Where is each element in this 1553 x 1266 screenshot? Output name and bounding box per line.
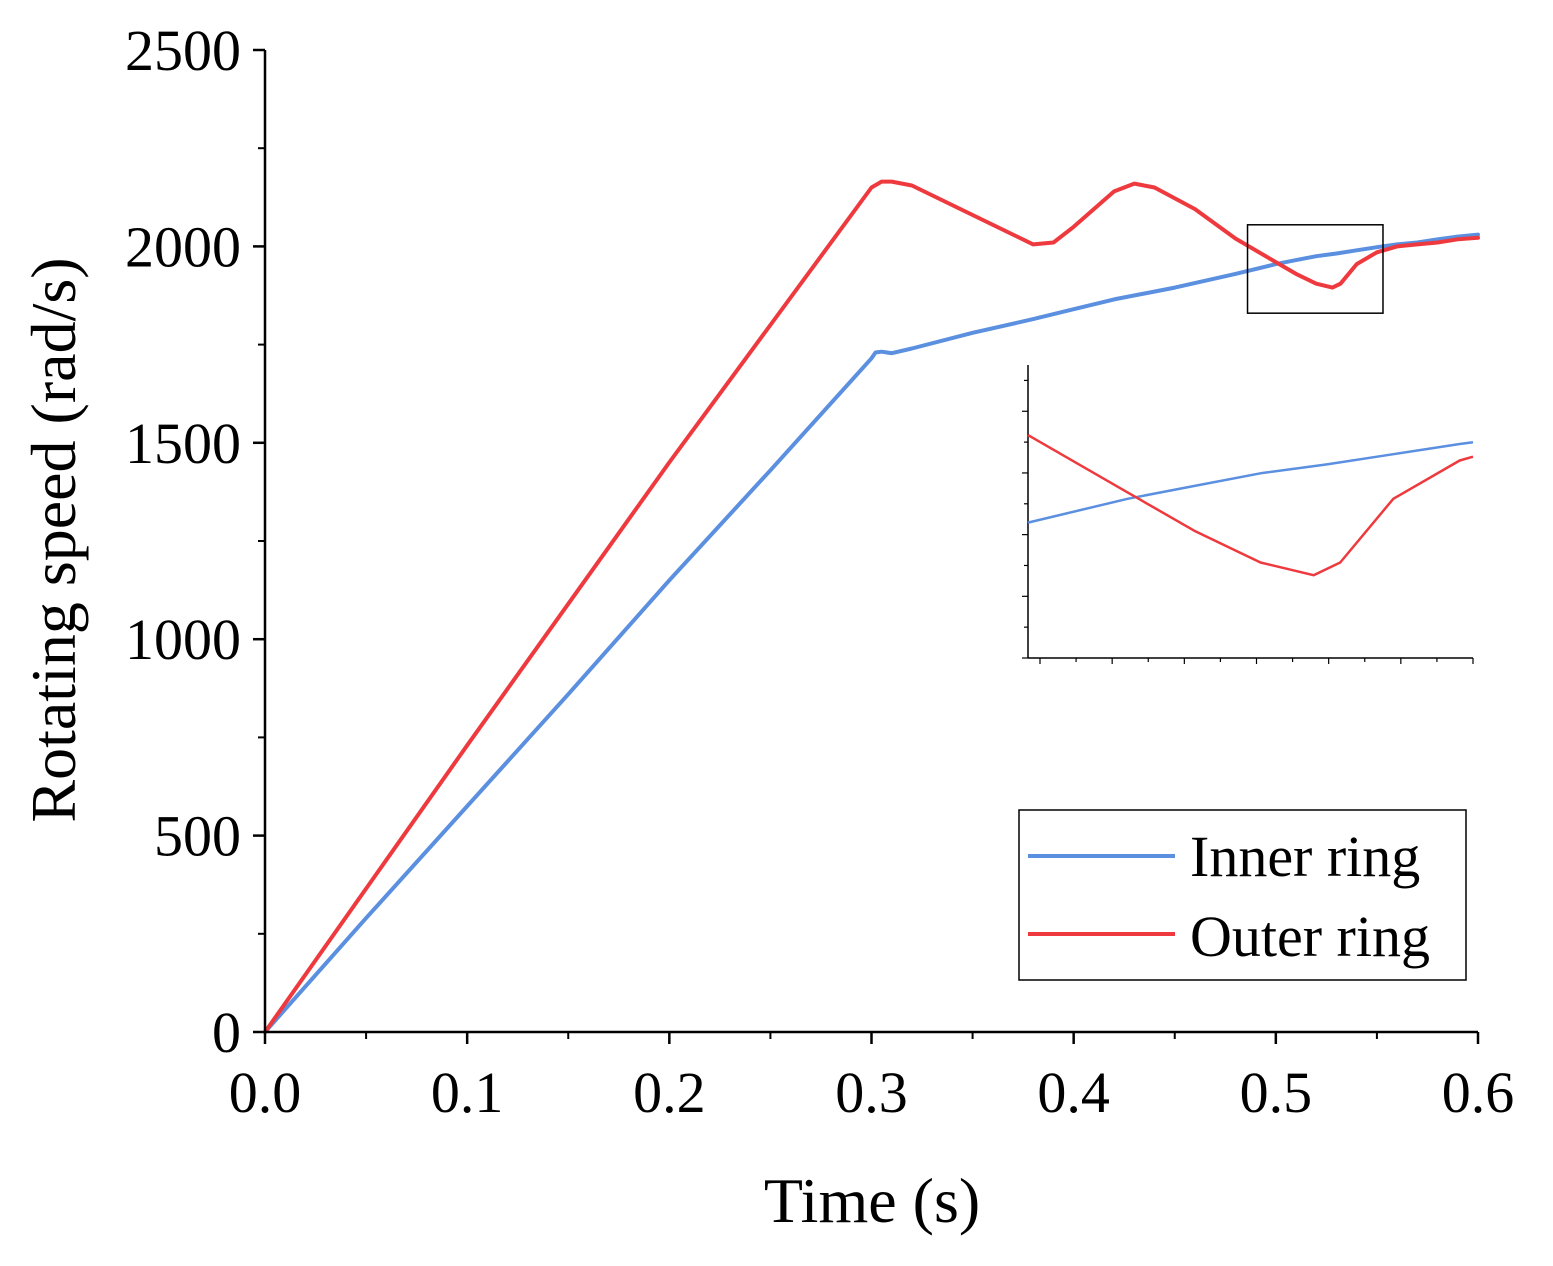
x-tick-label: 0.4 xyxy=(1037,1060,1110,1125)
legend: Inner ring Outer ring xyxy=(1018,809,1467,981)
legend-label-outer-ring: Outer ring xyxy=(1190,904,1430,969)
plot-area: 0.0 0.1 0.2 0.3 0.4 0.5 0.6 0 500 1000 1500 2000 25… xyxy=(125,18,1514,1125)
x-tick-label: 0.6 xyxy=(1442,1060,1515,1125)
y-tick-label: 500 xyxy=(154,804,241,869)
inset-series-line-outer-ring xyxy=(1027,434,1474,577)
inset-plot xyxy=(1022,365,1474,664)
x-ticks: 0.0 0.1 0.2 0.3 0.4 0.5 0.6 xyxy=(229,1032,1515,1125)
y-tick-label: 1500 xyxy=(125,411,241,476)
x-tick-label: 0.3 xyxy=(835,1060,908,1125)
y-tick-label: 2500 xyxy=(125,18,241,83)
y-axis-title: Rotating speed (rad/s) xyxy=(18,257,89,822)
x-axis-title: Time (s) xyxy=(764,1165,980,1236)
y-ticks: 0 500 1000 1500 2000 2500 xyxy=(125,18,265,1065)
y-tick-label: 0 xyxy=(212,1000,241,1065)
x-tick-label: 0.1 xyxy=(431,1060,504,1125)
inset-ticks xyxy=(1022,379,1474,664)
y-tick-label: 2000 xyxy=(125,214,241,279)
inset-series-line-inner-ring xyxy=(1027,440,1474,524)
x-tick-label: 0.5 xyxy=(1240,1060,1313,1125)
series-line-outer-ring xyxy=(263,179,1480,1034)
legend-label-inner-ring: Inner ring xyxy=(1190,824,1420,889)
main-series-group xyxy=(263,179,1480,1034)
y-tick-label: 1000 xyxy=(125,607,241,672)
series-line-inner-ring xyxy=(263,232,1480,1034)
x-tick-label: 0.2 xyxy=(633,1060,706,1125)
x-tick-label: 0.0 xyxy=(229,1060,302,1125)
zoom-region-box xyxy=(1246,224,1384,314)
legend-frame xyxy=(1018,809,1467,981)
inset-series-group xyxy=(1027,434,1474,577)
